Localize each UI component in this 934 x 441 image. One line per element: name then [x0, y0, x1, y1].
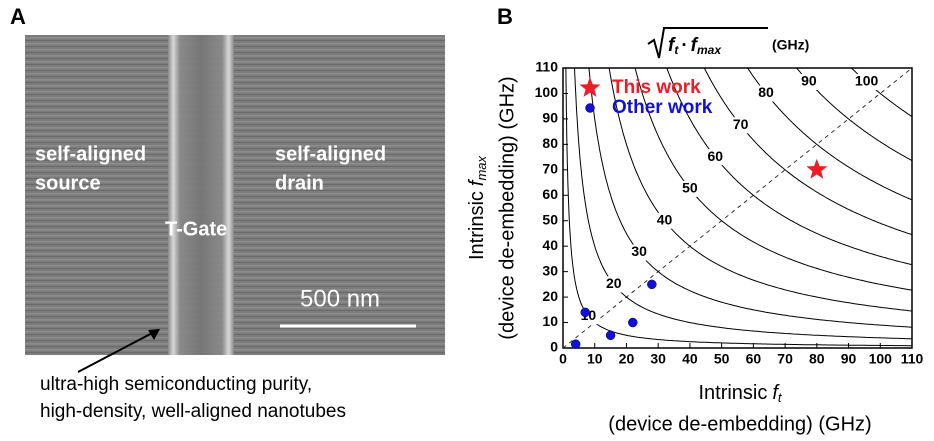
x-tick-label: 20 — [619, 351, 635, 367]
x-tick-label: 110 — [901, 351, 924, 367]
diagonal — [563, 68, 912, 348]
label-symbol: f — [772, 382, 780, 404]
x-tick-label: 0 — [559, 351, 567, 367]
x-tick-label: 100 — [869, 351, 893, 367]
contour-label: 80 — [758, 84, 774, 100]
contour — [796, 68, 912, 162]
y-tick-label: 60 — [542, 186, 558, 202]
y-tick-label: 80 — [542, 135, 558, 151]
y-tick-label: 10 — [542, 313, 558, 329]
scale-label: 500 nm — [300, 285, 380, 312]
point — [605, 330, 616, 341]
x-tick-label: 80 — [809, 351, 825, 367]
contour-label-bg — [677, 180, 702, 197]
sem-image — [25, 35, 445, 355]
contour-label: 30 — [631, 243, 647, 259]
contour-label-bg — [854, 74, 879, 90]
title-part: · — [681, 35, 687, 56]
legend-label: Other work — [612, 97, 713, 118]
title-unit: (GHz) — [772, 37, 809, 53]
title-part: max — [697, 43, 722, 57]
chart: ft · fmax (GHz)0 10 20 30 40 50 60 70 80 90 100 110010… — [466, 27, 924, 435]
contour — [666, 68, 912, 266]
y-tick-label: 90 — [542, 110, 558, 126]
contour-label-bg — [728, 117, 753, 134]
contour-label-bg — [627, 244, 652, 261]
contour-label-bg — [754, 85, 779, 102]
caption: high-density, well-aligned nanotubes — [40, 401, 346, 422]
title-part: f — [668, 35, 676, 56]
caption: ultra-high semiconducting purity, — [40, 374, 312, 395]
y-tick-label: 100 — [535, 84, 559, 100]
x-tick-label: 10 — [587, 351, 603, 367]
contour — [747, 68, 912, 201]
label-text: Intrinsic — [466, 191, 488, 260]
contour-label: 50 — [682, 180, 698, 196]
region-label: self-aligned — [35, 143, 146, 165]
contour-label: 20 — [606, 275, 622, 291]
x-tick-label: 70 — [777, 351, 793, 367]
y-tick-label: 70 — [542, 161, 558, 177]
y-tick-label: 50 — [542, 211, 558, 227]
contour — [565, 68, 912, 347]
x-tick-label: 60 — [746, 351, 762, 367]
x-tick-label: 30 — [650, 351, 666, 367]
legend-label: This work — [612, 77, 701, 98]
x-tick-label: 90 — [841, 351, 857, 367]
point — [806, 158, 828, 179]
y-tick-label: 0 — [550, 339, 558, 355]
label-text: Intrinsic — [698, 382, 767, 404]
label-sub: max — [474, 155, 489, 180]
plot-frame — [562, 67, 913, 349]
region-label: source — [35, 172, 101, 194]
label-sub: t — [778, 390, 783, 405]
contour — [608, 68, 912, 312]
point — [628, 317, 638, 328]
contour — [574, 68, 912, 340]
y-tick-label: 110 — [535, 59, 558, 75]
contour-label: 60 — [708, 148, 724, 164]
point — [570, 339, 581, 349]
panel-label: A — [10, 4, 26, 29]
region-label: drain — [275, 172, 324, 194]
x-tick-label: 50 — [714, 351, 730, 367]
contour-label-bg — [703, 149, 728, 166]
contour — [588, 68, 912, 328]
point — [647, 279, 657, 290]
root-sign — [647, 27, 768, 59]
x-tick-label: 40 — [682, 351, 698, 367]
region-label: self-aligned — [275, 143, 386, 165]
y-axis-label: (device de-embedding) (GHz) — [496, 76, 518, 339]
contour-label-bg — [652, 212, 677, 229]
y-tick-label: 20 — [542, 288, 558, 304]
point — [580, 307, 590, 318]
title-part: f — [691, 35, 699, 56]
contour-label: 40 — [657, 211, 673, 227]
contour — [634, 68, 912, 291]
x-axis-label: Intrinsic ft — [698, 382, 782, 405]
legend-marker — [579, 77, 601, 97]
chart-title: ft · fmax — [668, 35, 722, 57]
legend-marker — [585, 103, 595, 113]
arrow-head — [148, 329, 160, 340]
arrow — [77, 329, 159, 373]
y-axis-label: Intrinsic fmax — [466, 155, 489, 260]
title-part: t — [674, 43, 679, 57]
x-axis-label: (device de-embedding) (GHz) — [608, 413, 871, 435]
panel-label: B — [497, 4, 513, 29]
contour-label: 90 — [801, 73, 817, 89]
contour-label: 70 — [733, 116, 749, 132]
contour-label-bg — [601, 276, 626, 293]
contour — [703, 68, 912, 236]
y-tick-label: 40 — [542, 237, 558, 253]
gate-label: T-Gate — [165, 218, 227, 240]
label-symbol: f — [466, 178, 488, 186]
gate-stripe — [168, 35, 234, 355]
contour-label-bg — [796, 74, 821, 90]
contour-label: 100 — [855, 73, 879, 89]
y-tick-label: 30 — [542, 262, 558, 278]
